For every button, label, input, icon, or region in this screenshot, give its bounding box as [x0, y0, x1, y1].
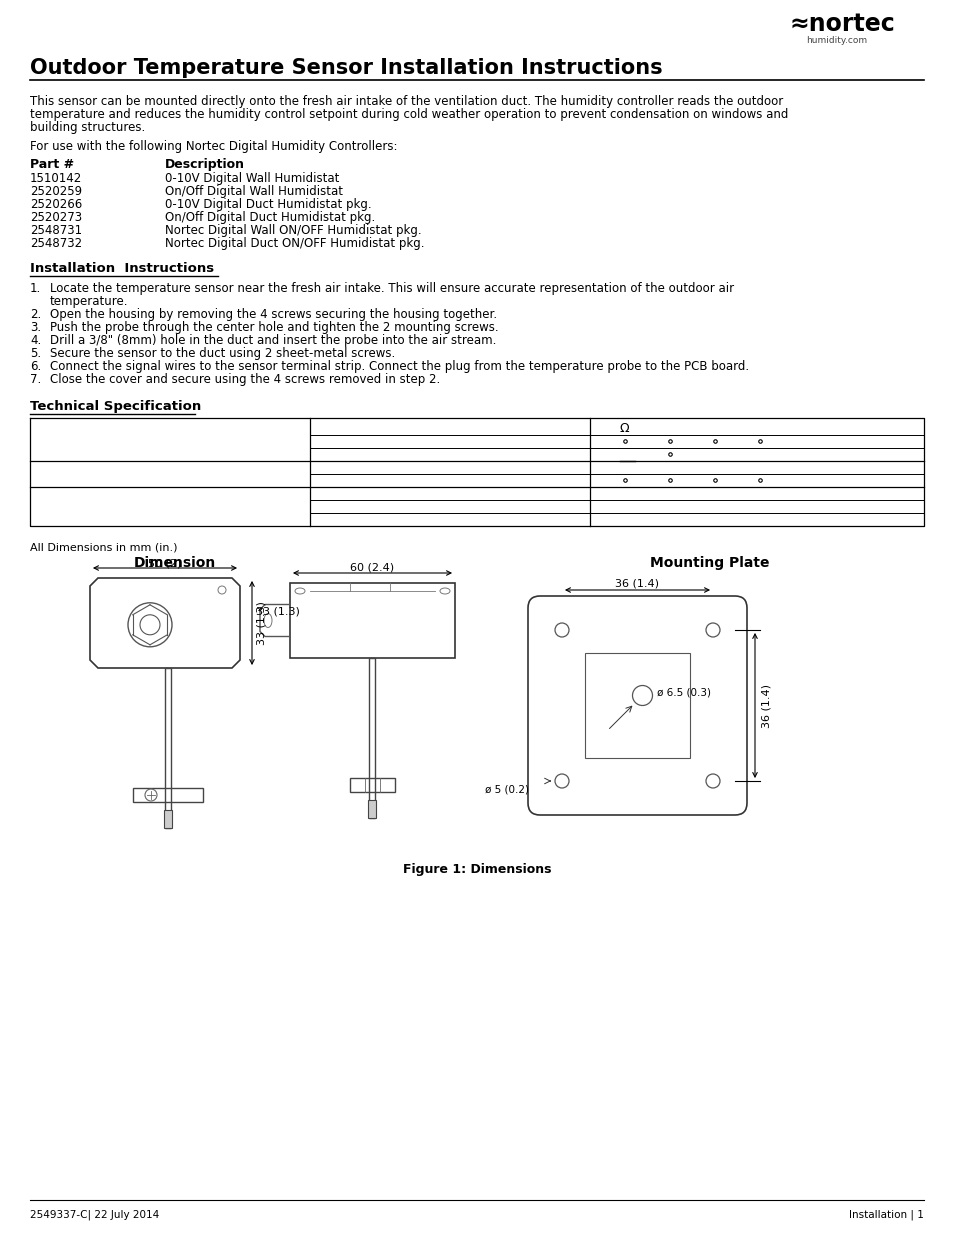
Text: ø 5 (0.2): ø 5 (0.2)	[484, 785, 529, 795]
Text: 3.: 3.	[30, 321, 41, 333]
Text: Drill a 3/8" (8mm) hole in the duct and insert the probe into the air stream.: Drill a 3/8" (8mm) hole in the duct and …	[50, 333, 496, 347]
Text: Description: Description	[165, 158, 245, 170]
Text: 33 (1.3): 33 (1.3)	[255, 606, 299, 618]
Text: 6.: 6.	[30, 359, 41, 373]
Text: 2548732: 2548732	[30, 237, 82, 249]
Bar	[369, 658, 375, 818]
Text: humidity.com: humidity.com	[805, 36, 866, 44]
Text: Nortec Digital Wall ON/OFF Humidistat pkg.: Nortec Digital Wall ON/OFF Humidistat pk…	[165, 224, 421, 237]
Bar	[368, 800, 376, 818]
Text: 0-10V Digital Duct Humidistat pkg.: 0-10V Digital Duct Humidistat pkg.	[165, 198, 372, 211]
Text: 2549337-C| 22 July 2014: 2549337-C| 22 July 2014	[30, 1210, 159, 1220]
Text: Installation | 1: Installation | 1	[848, 1210, 923, 1220]
Text: Ω: Ω	[619, 422, 629, 435]
Text: Installation  Instructions: Installation Instructions	[30, 262, 213, 275]
Text: Mounting Plate: Mounting Plate	[650, 556, 769, 571]
Text: On/Off Digital Wall Humidistat: On/Off Digital Wall Humidistat	[165, 185, 343, 198]
Text: Open the housing by removing the 4 screws securing the housing together.: Open the housing by removing the 4 screw…	[50, 308, 497, 321]
Text: ≈nortec: ≈nortec	[789, 12, 895, 36]
Text: Technical Specification: Technical Specification	[30, 400, 201, 412]
Bar	[290, 583, 455, 658]
Text: All Dimensions in mm (in.): All Dimensions in mm (in.)	[30, 542, 177, 552]
Text: 60 (2.4): 60 (2.4)	[350, 563, 395, 573]
Text: Outdoor Temperature Sensor Installation Instructions: Outdoor Temperature Sensor Installation …	[30, 58, 662, 78]
Text: 1.: 1.	[30, 282, 41, 295]
Text: 33 (1.3): 33 (1.3)	[255, 601, 266, 645]
Text: 2520273: 2520273	[30, 211, 82, 224]
Text: temperature.: temperature.	[50, 295, 129, 308]
Bar	[584, 653, 689, 758]
Text: 50 (2): 50 (2)	[148, 558, 181, 568]
Text: 2520259: 2520259	[30, 185, 82, 198]
Text: 5.: 5.	[30, 347, 41, 359]
Text: 36 (1.4): 36 (1.4)	[615, 578, 659, 588]
Bar	[164, 810, 172, 827]
Text: 36 (1.4): 36 (1.4)	[761, 683, 771, 727]
Text: building structures.: building structures.	[30, 121, 145, 135]
Text: 2.: 2.	[30, 308, 41, 321]
Text: Close the cover and secure using the 4 screws removed in step 2.: Close the cover and secure using the 4 s…	[50, 373, 439, 387]
Text: temperature and reduces the humidity control setpoint during cold weather operat: temperature and reduces the humidity con…	[30, 107, 787, 121]
Text: Secure the sensor to the duct using 2 sheet-metal screws.: Secure the sensor to the duct using 2 sh…	[50, 347, 395, 359]
Text: 4.: 4.	[30, 333, 41, 347]
Text: 2520266: 2520266	[30, 198, 82, 211]
Text: ø 6.5 (0.3): ø 6.5 (0.3)	[657, 688, 711, 698]
Text: Part #: Part #	[30, 158, 74, 170]
Text: On/Off Digital Duct Humidistat pkg.: On/Off Digital Duct Humidistat pkg.	[165, 211, 375, 224]
Bar	[165, 668, 171, 827]
Bar	[132, 788, 203, 802]
Text: For use with the following Nortec Digital Humidity Controllers:: For use with the following Nortec Digita…	[30, 140, 397, 153]
Text: 2548731: 2548731	[30, 224, 82, 237]
Text: Connect the signal wires to the sensor terminal strip. Connect the plug from the: Connect the signal wires to the sensor t…	[50, 359, 748, 373]
Text: Dimension: Dimension	[133, 556, 216, 571]
Text: This sensor can be mounted directly onto the fresh air intake of the ventilation: This sensor can be mounted directly onto…	[30, 95, 782, 107]
Text: Push the probe through the center hole and tighten the 2 mounting screws.: Push the probe through the center hole a…	[50, 321, 498, 333]
Bar	[350, 778, 395, 792]
Text: 7.: 7.	[30, 373, 41, 387]
Text: Locate the temperature sensor near the fresh air intake. This will ensure accura: Locate the temperature sensor near the f…	[50, 282, 734, 295]
Text: 1510142: 1510142	[30, 172, 82, 185]
Text: Nortec Digital Duct ON/OFF Humidistat pkg.: Nortec Digital Duct ON/OFF Humidistat pk…	[165, 237, 424, 249]
Text: Figure 1: Dimensions: Figure 1: Dimensions	[402, 863, 551, 876]
Text: 0-10V Digital Wall Humidistat: 0-10V Digital Wall Humidistat	[165, 172, 339, 185]
